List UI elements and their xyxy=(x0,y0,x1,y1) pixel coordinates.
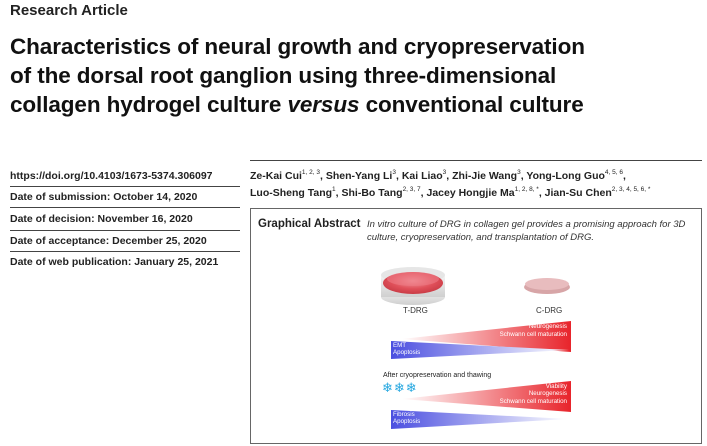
t-drg-dish-icon xyxy=(381,267,445,305)
c-drg-label: C-DRG xyxy=(536,306,563,315)
author: Kai Liao3 xyxy=(401,169,447,182)
author: Yong-Long Guo4, 5, 6 xyxy=(526,169,623,182)
top-red-label-1: Neurogenesis xyxy=(528,323,567,330)
rule-authors-top xyxy=(250,160,702,161)
title-text-b: conventional culture xyxy=(359,92,584,117)
rule-meta-3 xyxy=(10,230,240,231)
article-title-line-2: of the dorsal root ganglion using three-… xyxy=(10,63,557,88)
bottom-red-label-2: Neurogenesis xyxy=(528,390,567,397)
top-red-label-2: Schwann cell maturation xyxy=(499,331,567,338)
top-blue-label-1: EMT xyxy=(393,342,407,349)
bottom-blue-label-2: Apoptosis xyxy=(393,418,421,425)
author: Luo-Sheng Tang1 xyxy=(250,186,336,199)
bottom-red-label-3: Schwann cell maturation xyxy=(499,398,567,405)
rule-meta-1 xyxy=(10,186,240,187)
snowflake-icon: ❄❄❄ xyxy=(382,380,418,395)
graphical-abstract-caption: In vitro culture of DRG in collagen gel … xyxy=(367,219,686,243)
bottom-blue-label-1: Fibrosis xyxy=(393,411,415,418)
graphical-abstract-figure xyxy=(381,267,571,429)
author-list: Ze-Kai Cui1, 2, 3, Shen-Yang Li3, Kai Li… xyxy=(250,169,651,199)
top-blue-label-2: Apoptosis xyxy=(393,349,421,356)
bottom-blue-wedge xyxy=(391,410,569,429)
rule-meta-2 xyxy=(10,207,240,208)
author: Ze-Kai Cui1, 2, 3 xyxy=(250,169,320,182)
c-drg-dish-icon xyxy=(524,278,570,294)
author: Jacey Hongjie Ma1, 2, 8, * xyxy=(426,186,539,199)
author: Shen-Yang Li3 xyxy=(325,169,396,182)
article-title-line-3: collagen hydrogel culture versus convent… xyxy=(10,92,584,118)
date-acceptance: Date of acceptance: December 25, 2020 xyxy=(10,235,207,247)
graphical-abstract-heading: Graphical Abstract xyxy=(258,218,361,230)
bottom-red-label-1: Viability xyxy=(545,383,567,390)
t-drg-label: T-DRG xyxy=(403,306,428,315)
author: Jian-Su Chen2, 3, 4, 5, 6, * xyxy=(544,186,651,199)
author: Zhi-Jie Wang3 xyxy=(452,169,521,182)
title-text-a: collagen hydrogel culture xyxy=(10,92,288,117)
author: Shi-Bo Tang2, 3, 7 xyxy=(341,186,421,199)
date-web-publication: Date of web publication: January 25, 202… xyxy=(10,256,219,268)
after-cryo-label: After cryopreservation and thawing xyxy=(383,372,492,379)
article-type: Research Article xyxy=(10,2,128,19)
doi-link[interactable]: https://doi.org/10.4103/1673-5374.306097 xyxy=(10,170,213,182)
top-blue-wedge xyxy=(391,341,569,359)
date-decision: Date of decision: November 16, 2020 xyxy=(10,213,193,225)
date-submission: Date of submission: October 14, 2020 xyxy=(10,191,198,203)
rule-meta-4 xyxy=(10,251,240,252)
top-red-wedge xyxy=(401,321,571,352)
title-text-emphasis: versus xyxy=(287,92,360,117)
graphical-abstract-box: Graphical Abstract In vitro culture of D… xyxy=(250,208,702,444)
article-title-line-1: Characteristics of neural growth and cry… xyxy=(10,34,585,59)
bottom-red-wedge xyxy=(401,381,571,412)
